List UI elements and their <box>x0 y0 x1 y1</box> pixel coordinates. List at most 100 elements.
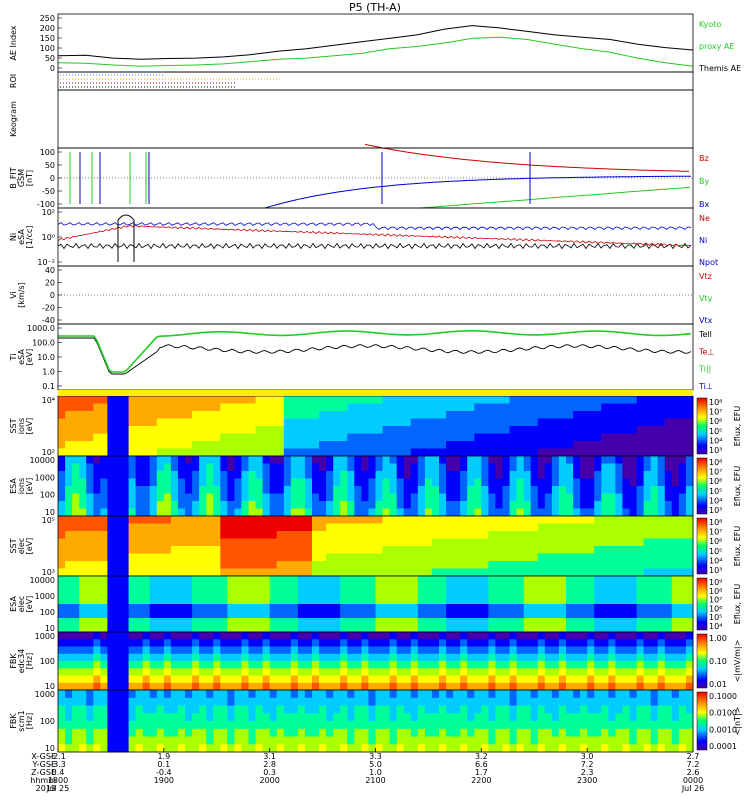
heatmap-cell <box>114 661 122 669</box>
heatmap-cell <box>474 546 482 554</box>
heatmap-cell <box>269 433 278 442</box>
heatmap-cell <box>580 561 588 569</box>
heatmap-cell <box>354 553 362 562</box>
heatmap-cell <box>149 653 158 662</box>
heatmap-cell <box>375 632 383 640</box>
heatmap-cell <box>417 653 426 662</box>
heatmap-cell <box>382 441 391 449</box>
heatmap-cell <box>629 690 637 699</box>
heatmap-cell <box>170 625 179 633</box>
heatmap-cell <box>248 568 256 577</box>
heatmap-cell <box>79 611 87 619</box>
heatmap-cell <box>636 721 645 730</box>
heatmap-cell <box>135 561 144 569</box>
heatmap-cell <box>580 639 588 647</box>
heatmap-cell <box>488 668 496 676</box>
heatmap-cell <box>678 661 687 669</box>
heatmap-cell <box>340 583 348 591</box>
heatmap-cell <box>368 597 376 605</box>
heatmap-cell <box>389 576 398 584</box>
heatmap-cell <box>615 456 623 464</box>
heatmap-cell <box>446 396 454 404</box>
heatmap-cell <box>121 728 129 737</box>
heatmap-cell <box>234 675 242 684</box>
heatmap-cell <box>269 576 278 584</box>
heatmap-cell <box>544 668 553 676</box>
heatmap-cell <box>93 396 101 404</box>
heatmap-cell <box>290 604 299 612</box>
heatmap-cell <box>213 433 221 442</box>
heatmap-cell <box>297 456 306 464</box>
heatmap-cell <box>530 441 539 449</box>
heatmap-cell <box>368 411 376 419</box>
heatmap-cell <box>664 682 673 691</box>
panel-frame <box>57 207 694 267</box>
heatmap-cell <box>107 705 115 714</box>
heatmap-cell <box>516 471 525 479</box>
heatmap-cell <box>382 675 391 684</box>
legend-entry: proxy AE <box>699 42 734 51</box>
heatmap-cell <box>79 625 87 633</box>
heatmap-cell <box>354 576 362 584</box>
heatmap-cell <box>495 426 503 434</box>
heatmap-cell <box>170 553 179 562</box>
heatmap-cell <box>93 463 101 472</box>
heatmap-cell <box>248 697 256 706</box>
heatmap-cell <box>65 411 73 419</box>
heatmap-cell <box>86 471 94 479</box>
heatmap-cell <box>206 538 214 547</box>
heatmap-cell <box>622 418 630 427</box>
heatmap-cell <box>417 396 426 404</box>
heatmap-cell <box>453 561 461 569</box>
heatmap-cell <box>213 736 221 745</box>
heatmap-cell <box>657 618 666 626</box>
heatmap-cell <box>481 625 489 633</box>
heatmap-cell <box>460 546 468 554</box>
panel-ylabel: edc34 <box>17 649 26 674</box>
heatmap-cell <box>453 728 461 737</box>
legend-entry: Ti⊥ <box>698 382 713 391</box>
heatmap-cell <box>460 705 468 714</box>
heatmap-cell <box>664 531 673 539</box>
heatmap-cell <box>530 433 539 442</box>
heatmap-cell <box>121 744 129 753</box>
heatmap-cell <box>297 653 306 662</box>
heatmap-cell <box>234 538 242 547</box>
heatmap-cell <box>509 471 518 479</box>
heatmap-cell <box>530 604 539 612</box>
heatmap-cell <box>537 501 546 509</box>
heatmap-cell <box>79 682 87 691</box>
heatmap-cell <box>650 426 659 434</box>
heatmap-cell <box>389 546 398 554</box>
heatmap-cell <box>326 478 334 487</box>
heatmap-cell <box>664 411 673 419</box>
heatmap-cell <box>488 721 496 730</box>
heatmap-cell <box>481 675 489 684</box>
heatmap-cell <box>79 426 87 434</box>
heatmap-cell <box>354 728 362 737</box>
heatmap-cell <box>594 736 602 745</box>
heatmap-cell <box>262 471 271 479</box>
heatmap-cell <box>439 604 447 612</box>
heatmap-cell <box>304 568 313 577</box>
heatmap-cell <box>643 597 652 605</box>
heatmap-cell <box>227 646 235 655</box>
heatmap-cell <box>643 713 652 722</box>
panel-ylabel: ESA <box>9 596 18 612</box>
heatmap-cell <box>636 646 645 655</box>
heatmap-cell <box>128 682 137 691</box>
heatmap-cell <box>333 523 341 532</box>
heatmap-cell <box>142 486 151 494</box>
heatmap-cell <box>206 463 214 472</box>
heatmap-cell <box>340 668 348 676</box>
heatmap-cell <box>509 531 518 539</box>
heatmap-cell <box>58 736 66 745</box>
heatmap-cell <box>608 675 616 684</box>
heatmap-cell <box>615 597 623 605</box>
colorbar-tick: 10⁶ <box>709 537 722 546</box>
heatmap-cell <box>86 441 94 449</box>
heatmap-cell <box>573 632 581 640</box>
heatmap-cell <box>368 531 376 539</box>
heatmap-cell <box>431 493 440 502</box>
heatmap-cell <box>573 604 581 612</box>
